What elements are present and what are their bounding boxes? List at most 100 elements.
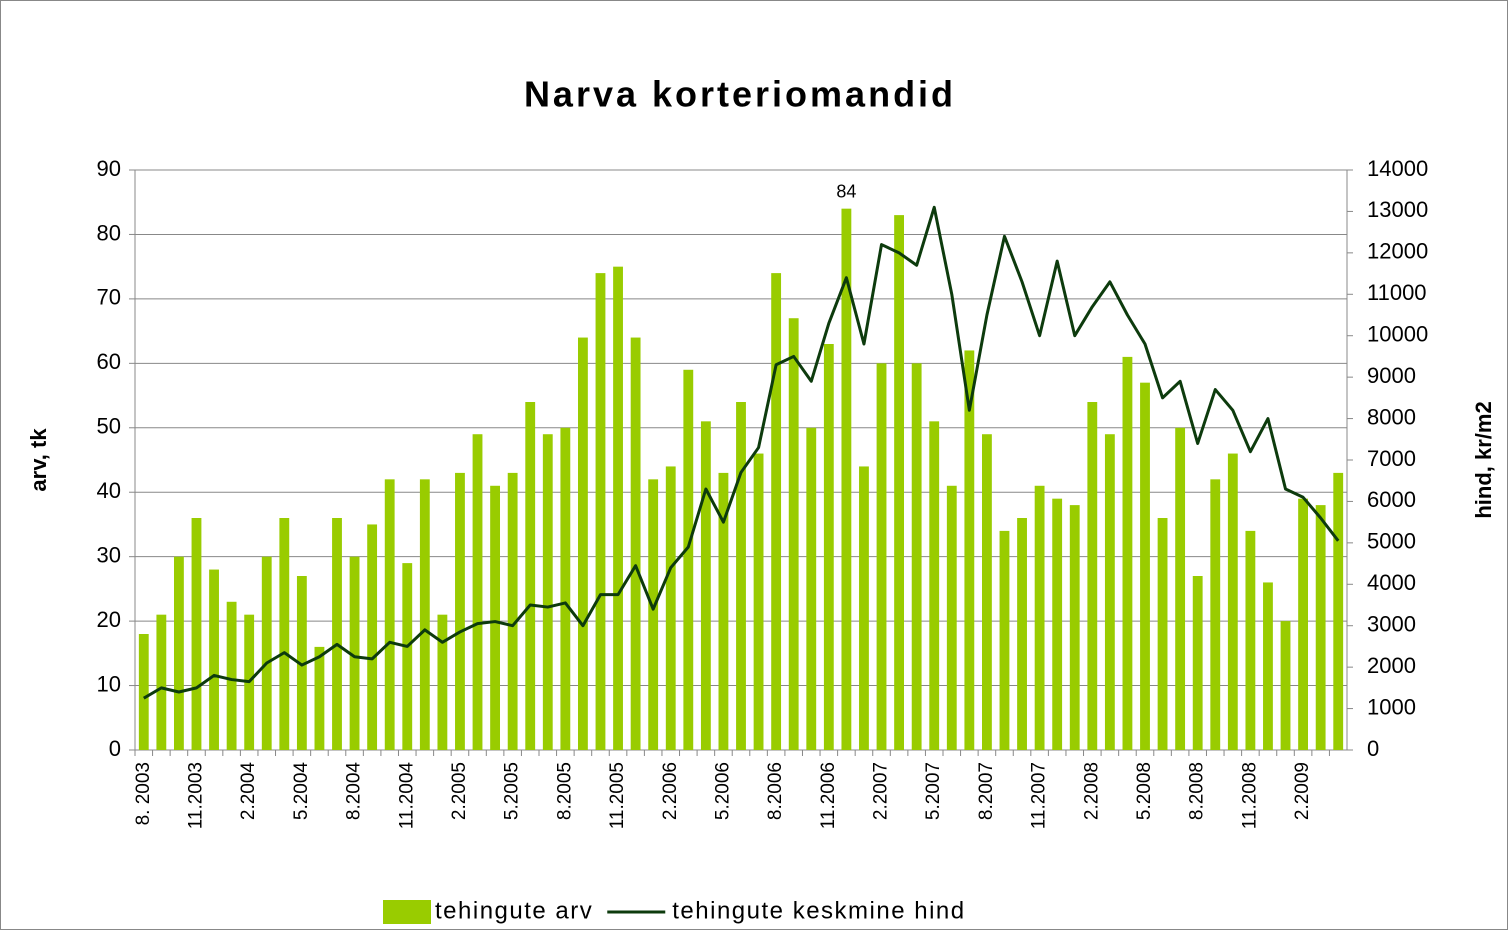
bar xyxy=(806,427,817,750)
y-tick-label: 0 xyxy=(109,736,121,761)
bar xyxy=(1122,356,1133,750)
data-label: 84 xyxy=(836,181,856,201)
bar xyxy=(332,518,342,750)
bar xyxy=(841,208,852,750)
bar xyxy=(1175,427,1186,750)
x-tick-label: 2.2008 xyxy=(1081,762,1102,820)
bar xyxy=(1140,382,1150,750)
x-tick-label: 11.2004 xyxy=(396,762,417,830)
x-tick-label: 2.2007 xyxy=(871,762,892,820)
x-tick-label: 5.2006 xyxy=(712,762,733,820)
x-tick-label: 8. 2003 xyxy=(133,762,154,825)
bar xyxy=(1298,498,1309,750)
bar xyxy=(1192,576,1203,750)
bar xyxy=(507,472,518,750)
x-tick-label: 11.2007 xyxy=(1029,762,1050,829)
y-tick-label: 40 xyxy=(97,478,121,503)
y2-tick-label: 14000 xyxy=(1367,156,1428,181)
bar xyxy=(560,427,571,750)
x-tick-label: 2.2009 xyxy=(1292,762,1313,820)
x-tick-label: 11.2005 xyxy=(607,762,628,829)
y2-tick-label: 11000 xyxy=(1367,280,1427,305)
x-tick-label: 5.2007 xyxy=(923,762,944,820)
y2-tick-label: 0 xyxy=(1367,736,1379,761)
bar xyxy=(1017,518,1027,750)
bar xyxy=(1333,472,1344,750)
x-tick-label: 11.2008 xyxy=(1239,762,1260,829)
y-tick-label: 70 xyxy=(97,285,121,310)
bar xyxy=(1227,453,1238,750)
bar xyxy=(823,344,834,750)
bar xyxy=(384,479,395,750)
y2-tick-label: 4000 xyxy=(1367,570,1416,595)
bar xyxy=(859,466,869,750)
y2-tick-label: 7000 xyxy=(1367,446,1416,471)
y-axis-title: arv, tk xyxy=(26,428,51,492)
bar xyxy=(894,215,905,751)
x-tick-label: 8.2007 xyxy=(976,762,997,820)
y2-tick-label: 10000 xyxy=(1367,322,1428,347)
bar xyxy=(1069,505,1080,750)
chart-title: Narva korteriomandid xyxy=(524,74,956,115)
bar xyxy=(1157,518,1168,750)
x-tick-label: 5.2005 xyxy=(502,762,523,820)
bar xyxy=(665,466,676,750)
bar xyxy=(981,434,992,750)
bar xyxy=(296,576,307,750)
bar xyxy=(1104,434,1115,750)
x-tick-label: 8.2008 xyxy=(1187,762,1208,820)
bar xyxy=(419,479,430,750)
bar xyxy=(630,337,641,750)
x-tick-label: 2.2004 xyxy=(238,762,259,821)
bar xyxy=(788,318,799,750)
y2-tick-label: 8000 xyxy=(1367,404,1416,429)
y-tick-label: 60 xyxy=(97,349,121,374)
bar xyxy=(700,421,711,750)
bar xyxy=(648,479,659,750)
legend-label: tehingute arv xyxy=(435,897,593,924)
bar xyxy=(595,273,606,750)
bar xyxy=(402,563,413,750)
y2-tick-label: 9000 xyxy=(1367,363,1416,388)
bar xyxy=(876,363,887,750)
bar xyxy=(613,266,623,750)
bar xyxy=(911,363,922,750)
x-tick-label: 8.2005 xyxy=(554,762,575,820)
legend-label: tehingute keskmine hind xyxy=(672,897,965,924)
bar xyxy=(771,273,782,750)
line xyxy=(143,205,1340,700)
x-tick-label: 5.2004 xyxy=(291,762,312,821)
y2-tick-label: 6000 xyxy=(1367,487,1416,512)
x-tick-label: 11.2006 xyxy=(818,762,839,829)
x-tick-label: 5.2008 xyxy=(1134,762,1155,820)
y-tick-label: 80 xyxy=(97,220,121,245)
bar xyxy=(472,434,483,750)
bar xyxy=(1087,402,1098,750)
y2-tick-label: 1000 xyxy=(1367,694,1416,719)
bar xyxy=(279,518,290,750)
bar xyxy=(1052,498,1063,750)
bar xyxy=(1263,582,1273,750)
bar xyxy=(999,530,1010,750)
bar xyxy=(455,472,465,750)
bar xyxy=(683,369,694,750)
bar xyxy=(753,453,764,750)
bar xyxy=(261,556,272,750)
y2-tick-label: 5000 xyxy=(1367,529,1416,554)
bar xyxy=(1280,621,1291,750)
bar xyxy=(964,350,975,750)
bar xyxy=(1315,505,1326,750)
y2-tick-label: 2000 xyxy=(1367,653,1416,678)
y2-tick-label: 12000 xyxy=(1367,239,1428,264)
bar xyxy=(156,614,167,750)
bar xyxy=(946,485,957,750)
bar xyxy=(542,434,553,750)
bar xyxy=(173,556,184,750)
x-tick-label: 2.2005 xyxy=(449,762,470,820)
bar xyxy=(349,556,360,750)
bar xyxy=(1034,485,1045,750)
x-tick-label: 2.2006 xyxy=(660,762,681,820)
bar xyxy=(718,472,729,750)
y-tick-label: 10 xyxy=(97,671,121,696)
